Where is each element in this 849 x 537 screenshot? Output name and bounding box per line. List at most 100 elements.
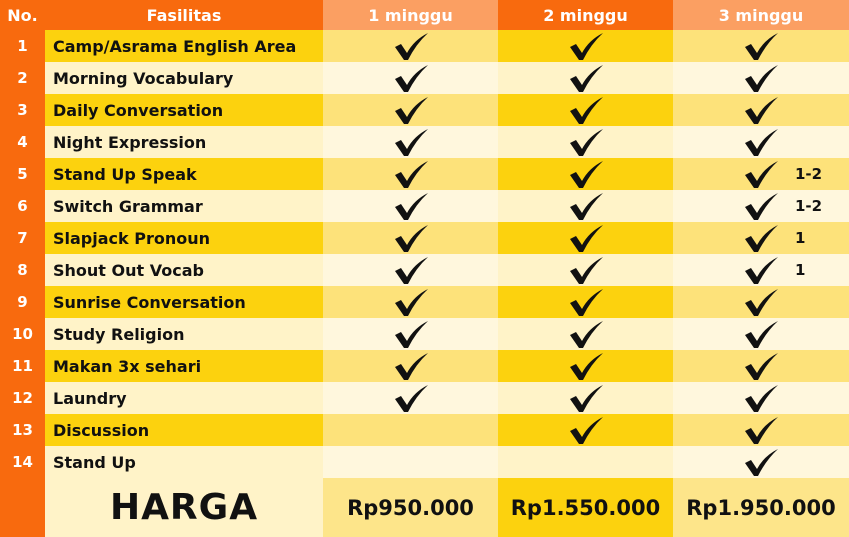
checkmark-icon (567, 95, 605, 125)
plan-cell-2-minggu (498, 350, 673, 382)
plan-cell-3-minggu (673, 94, 849, 126)
plan-cell-3-minggu: 1 (673, 254, 849, 286)
plan-cell-1-minggu (323, 414, 498, 446)
plan-cell-2-minggu (498, 158, 673, 190)
header-no: No. (0, 0, 45, 30)
plan-cell-3-minggu (673, 318, 849, 350)
checkmark-icon (742, 159, 780, 189)
plan-cell-1-minggu (323, 30, 498, 62)
facility-name: Daily Conversation (45, 94, 323, 126)
harga-label: HARGA (45, 478, 323, 537)
plan-cell-3-minggu: 1-2 (673, 158, 849, 190)
checkmark-icon (392, 95, 430, 125)
facility-name: Shout Out Vocab (45, 254, 323, 286)
checkmark-icon (742, 351, 780, 381)
header-1-minggu: 1 minggu (323, 0, 498, 30)
plan-cell-3-minggu (673, 286, 849, 318)
plan-cell-2-minggu (498, 94, 673, 126)
facility-name: Discussion (45, 414, 323, 446)
row-number: 10 (0, 318, 45, 350)
row-number: 13 (0, 414, 45, 446)
plan-cell-3-minggu (673, 30, 849, 62)
plan-cell-1-minggu (323, 254, 498, 286)
plan-cell-1-minggu (323, 158, 498, 190)
session-note: 1 (795, 229, 806, 247)
row-number: 7 (0, 222, 45, 254)
plan-cell-2-minggu (498, 222, 673, 254)
plan-cell-1-minggu (323, 222, 498, 254)
checkmark-icon (392, 31, 430, 61)
checkmark-icon (567, 287, 605, 317)
facility-name: Switch Grammar (45, 190, 323, 222)
checkmark-icon (742, 63, 780, 93)
row-number: 3 (0, 94, 45, 126)
checkmark-icon (567, 223, 605, 253)
plan-cell-2-minggu (498, 190, 673, 222)
checkmark-icon (742, 319, 780, 349)
plan-cell-2-minggu (498, 446, 673, 478)
checkmark-icon (567, 255, 605, 285)
row-number: 12 (0, 382, 45, 414)
session-note: 1-2 (795, 197, 823, 215)
session-note: 1-2 (795, 165, 823, 183)
plan-cell-2-minggu (498, 318, 673, 350)
facility-name: Morning Vocabulary (45, 62, 323, 94)
plan-cell-2-minggu (498, 414, 673, 446)
header-fasilitas: Fasilitas (45, 0, 323, 30)
checkmark-icon (567, 191, 605, 221)
price-1-minggu: Rp950.000 (323, 478, 498, 537)
number-column-filler (0, 478, 45, 537)
session-note: 1 (795, 261, 806, 279)
plan-cell-3-minggu (673, 414, 849, 446)
row-number: 5 (0, 158, 45, 190)
row-number: 1 (0, 30, 45, 62)
checkmark-icon (392, 223, 430, 253)
plan-cell-3-minggu: 1-2 (673, 190, 849, 222)
plan-cell-1-minggu (323, 94, 498, 126)
plan-cell-3-minggu (673, 382, 849, 414)
facility-name: Makan 3x sehari (45, 350, 323, 382)
header-2-minggu: 2 minggu (498, 0, 673, 30)
row-number: 9 (0, 286, 45, 318)
plan-cell-2-minggu (498, 254, 673, 286)
checkmark-icon (742, 223, 780, 253)
plan-cell-3-minggu: 1 (673, 222, 849, 254)
plan-cell-2-minggu (498, 126, 673, 158)
facility-name: Laundry (45, 382, 323, 414)
row-number: 2 (0, 62, 45, 94)
plan-cell-1-minggu (323, 446, 498, 478)
checkmark-icon (567, 383, 605, 413)
header-3-minggu: 3 minggu (673, 0, 849, 30)
plan-cell-3-minggu (673, 126, 849, 158)
checkmark-icon (567, 319, 605, 349)
checkmark-icon (392, 191, 430, 221)
checkmark-icon (567, 351, 605, 381)
checkmark-icon (567, 31, 605, 61)
checkmark-icon (392, 383, 430, 413)
plan-cell-1-minggu (323, 382, 498, 414)
checkmark-icon (392, 159, 430, 189)
checkmark-icon (742, 287, 780, 317)
plan-cell-3-minggu (673, 350, 849, 382)
checkmark-icon (742, 415, 780, 445)
checkmark-icon (392, 287, 430, 317)
row-number: 14 (0, 446, 45, 478)
checkmark-icon (567, 159, 605, 189)
plan-cell-1-minggu (323, 318, 498, 350)
checkmark-icon (392, 63, 430, 93)
plan-cell-1-minggu (323, 350, 498, 382)
plan-cell-1-minggu (323, 126, 498, 158)
row-number: 8 (0, 254, 45, 286)
facility-name: Study Religion (45, 318, 323, 350)
checkmark-icon (567, 127, 605, 157)
checkmark-icon (742, 383, 780, 413)
plan-cell-1-minggu (323, 190, 498, 222)
plan-cell-1-minggu (323, 62, 498, 94)
plan-cell-1-minggu (323, 286, 498, 318)
checkmark-icon (392, 255, 430, 285)
plan-cell-2-minggu (498, 30, 673, 62)
checkmark-icon (392, 127, 430, 157)
facility-name: Sunrise Conversation (45, 286, 323, 318)
facility-name: Camp/Asrama English Area (45, 30, 323, 62)
plan-cell-2-minggu (498, 382, 673, 414)
